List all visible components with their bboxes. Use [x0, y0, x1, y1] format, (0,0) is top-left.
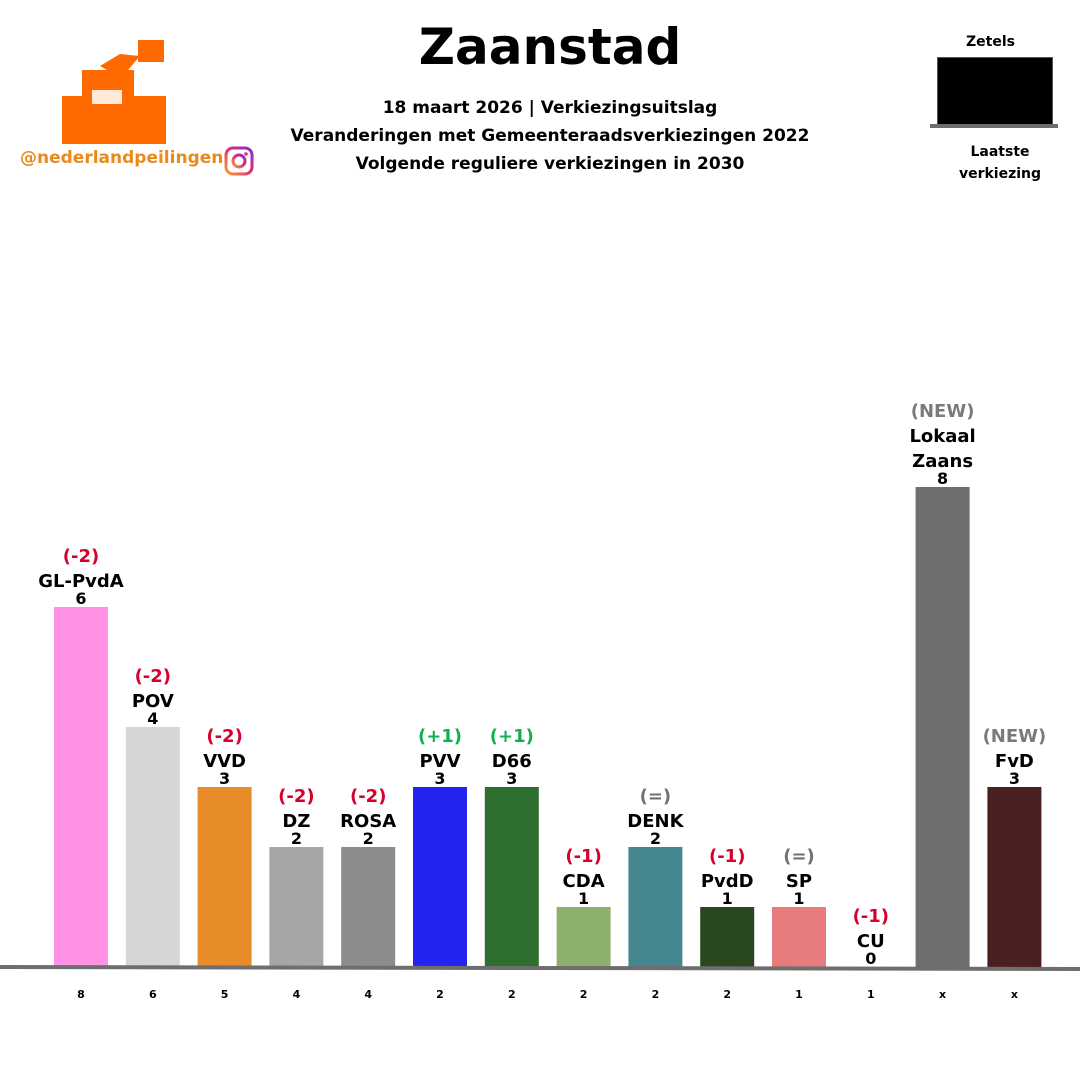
seat-change-label: (-1) [853, 906, 889, 927]
seat-change-label: (NEW) [983, 726, 1047, 747]
seat-change-label: (-2) [350, 786, 386, 807]
seat-change-label: (+1) [418, 726, 462, 747]
bar-lokaal-zaans [915, 487, 970, 967]
bar-vvd [197, 787, 252, 967]
previous-seats-label: 8 [77, 988, 85, 1001]
seat-value-label: 3 [434, 769, 445, 788]
party-label: SP [786, 871, 812, 892]
subtitle-comparison: Veranderingen met Gemeenteraadsverkiezin… [290, 126, 810, 146]
previous-seats-label: 4 [364, 988, 372, 1001]
party-label: PvdD [701, 871, 754, 892]
party-label: PVV [419, 751, 460, 772]
bar-pov [125, 727, 180, 967]
seat-value-label: 3 [1009, 769, 1020, 788]
party-label: CDA [563, 871, 605, 892]
bar-gl-pvda [54, 607, 108, 967]
seat-change-label: (-2) [278, 786, 314, 807]
bar-d66 [484, 787, 539, 967]
previous-seats-label: x [1011, 988, 1018, 1001]
previous-seats-label: 4 [293, 988, 301, 1001]
seat-value-label: 3 [219, 769, 230, 788]
previous-seats-label: 2 [436, 988, 444, 1001]
bar-sp [772, 907, 826, 967]
party-label: FvD [995, 751, 1034, 772]
legend-seats-label: Zetels [966, 34, 1015, 50]
legend-previous-label: Laatste verkiezing [940, 141, 1060, 185]
seat-value-label: 1 [578, 889, 589, 908]
seat-change-label: (-1) [709, 846, 745, 867]
x-axis-baseline [0, 965, 1080, 971]
seat-value-label: 3 [506, 769, 517, 788]
seat-change-label: (+1) [490, 726, 534, 747]
seat-change-label: (-1) [565, 846, 601, 867]
party-label: VVD [203, 751, 246, 772]
seat-value-label: 4 [147, 709, 158, 728]
bar-fvd [987, 787, 1042, 967]
bar-pvv [413, 787, 467, 967]
instagram-icon [224, 146, 254, 176]
previous-seats-label: 2 [580, 988, 588, 1001]
previous-seats-label: 2 [723, 988, 731, 1001]
seat-value-label: 6 [75, 589, 86, 608]
party-label: DZ [282, 811, 310, 832]
party-label: Lokaal [909, 426, 975, 447]
previous-seats-label: 1 [795, 988, 803, 1001]
party-label: GL-PvdA [38, 571, 124, 592]
seat-change-label: (=) [783, 846, 815, 867]
previous-seats-label: 5 [221, 988, 229, 1001]
ballot-box-logo [62, 40, 166, 144]
legend-baseline [930, 124, 1058, 128]
subtitle-next-election: Volgende reguliere verkiezingen in 2030 [355, 154, 745, 174]
seat-value-label: 2 [291, 829, 302, 848]
legend-previous-line-1: Laatste [970, 144, 1030, 160]
previous-seats-label: 2 [652, 988, 660, 1001]
instagram-handle: @nederlandpeilingen [20, 148, 224, 168]
party-label: ROSA [340, 811, 396, 832]
seat-change-label: (-2) [135, 666, 171, 687]
previous-seats-label: 2 [508, 988, 516, 1001]
subtitle-date: 18 maart 2026 | Verkiezingsuitslag [382, 98, 718, 118]
chart-title: Zaanstad [418, 18, 682, 76]
party-label: POV [132, 691, 174, 712]
seat-change-label: (-2) [206, 726, 242, 747]
previous-seats-label: 1 [867, 988, 875, 1001]
party-label: D66 [492, 751, 532, 772]
seat-value-label: 2 [650, 829, 661, 848]
party-label: Zaans [912, 451, 973, 472]
seat-value-label: 8 [937, 469, 948, 488]
previous-seats-label: 6 [149, 988, 157, 1001]
bar-dz [269, 847, 324, 967]
previous-seats-label: x [939, 988, 946, 1001]
seat-value-label: 1 [793, 889, 804, 908]
seat-value-label: 0 [865, 949, 876, 968]
seat-change-label: (NEW) [911, 401, 975, 422]
party-label: CU [857, 931, 885, 952]
party-label: DENK [627, 811, 684, 832]
bar-rosa [341, 847, 396, 967]
seat-change-label: (-2) [63, 546, 99, 567]
seat-change-label: (=) [640, 786, 672, 807]
legend-previous-line-2: verkiezing [958, 166, 1042, 182]
bar-cda [556, 907, 611, 967]
seat-value-label: 1 [722, 889, 733, 908]
bar-denk [628, 847, 683, 967]
bar-pvdd [700, 907, 755, 967]
seat-value-label: 2 [363, 829, 374, 848]
